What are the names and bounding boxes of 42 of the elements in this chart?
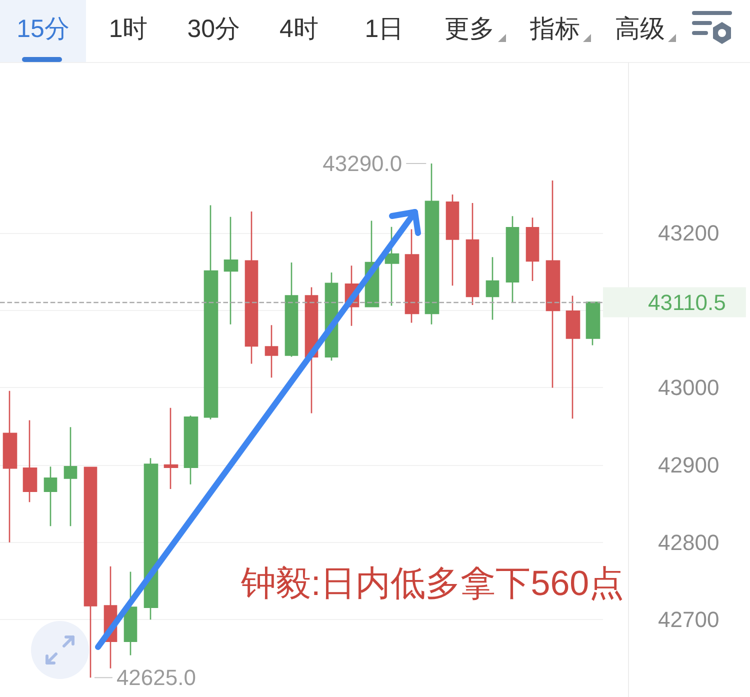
- text: 更多: [444, 15, 494, 43]
- candlestick: [566, 295, 580, 420]
- candlestick: [446, 194, 460, 286]
- candlestick: [244, 210, 258, 364]
- text: 1日: [364, 15, 404, 43]
- text: 4时: [279, 15, 318, 43]
- candlestick: [184, 414, 198, 486]
- candlestick: [204, 204, 218, 420]
- text: 钟毅:日内低多拿下560点: [240, 564, 624, 603]
- candlestick: [84, 466, 98, 678]
- text: 15分: [16, 15, 70, 43]
- text: 30分: [187, 15, 240, 43]
- candlestick: [546, 180, 560, 388]
- ref-line-label: 43110.5: [648, 290, 726, 315]
- candlestick: [164, 407, 178, 490]
- candlestick: [424, 162, 440, 325]
- y-tick-label: 43200: [658, 220, 720, 246]
- candlestick: [2, 390, 18, 544]
- annotation: 42625.0: [116, 665, 196, 690]
- candlestick: [586, 302, 600, 346]
- candlestick: [506, 215, 520, 304]
- candlestick: [64, 426, 78, 527]
- candlestick: [384, 226, 400, 306]
- y-tick-label: 42700: [658, 607, 720, 632]
- candlestick: [224, 216, 238, 325]
- candlestick: [404, 228, 420, 324]
- candlestick: [486, 256, 500, 320]
- candlestick: [264, 324, 278, 378]
- text: 指标: [530, 15, 580, 43]
- annotation: 43290.0: [322, 151, 402, 176]
- candlestick: [284, 262, 298, 358]
- y-tick-label: 42800: [658, 530, 720, 555]
- y-tick-label: 42900: [658, 452, 720, 478]
- candlestick: [466, 202, 480, 306]
- text: 1时: [108, 15, 148, 43]
- candlestick: [124, 571, 138, 656]
- candlestick: [22, 420, 38, 503]
- candlestick: [526, 216, 540, 282]
- candlestick: [144, 457, 158, 620]
- y-tick-label: 43000: [658, 375, 720, 400]
- text: 高级: [615, 15, 666, 43]
- candlestick: [44, 466, 58, 527]
